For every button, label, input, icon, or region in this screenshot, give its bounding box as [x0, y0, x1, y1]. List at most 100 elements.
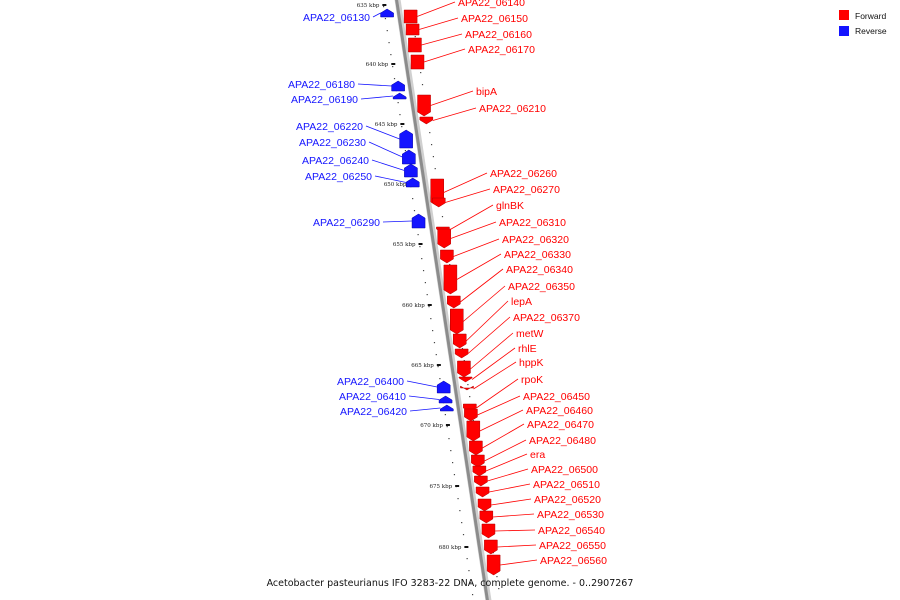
gene-label-APA22_06340[interactable]: APA22_06340	[506, 264, 573, 276]
gene-feature-APA22_06310[interactable]	[437, 228, 451, 249]
gene-label-APA22_06520[interactable]: APA22_06520	[534, 494, 601, 506]
gene-label-APA22_06470[interactable]: APA22_06470	[527, 419, 594, 431]
gene-label-APA22_06180[interactable]: APA22_06180	[288, 79, 355, 91]
leader-line	[450, 221, 497, 239]
scale-dot	[498, 588, 500, 590]
gene-label-APA22_06410[interactable]: APA22_06410	[339, 391, 406, 403]
gene-feature-APA22_06190[interactable]	[392, 92, 407, 100]
leader-line	[374, 175, 407, 183]
gene-feature-APA22_06400[interactable]	[436, 380, 451, 394]
gene-label-rpoK[interactable]: rpoK	[521, 374, 543, 386]
leader-line	[360, 95, 394, 100]
gene-feature-APA22_06520[interactable]	[477, 498, 492, 512]
gene-label-APA22_06500[interactable]: APA22_06500	[531, 464, 598, 476]
gene-feature-APA22_06140[interactable]	[403, 9, 418, 24]
gene-label-APA22_06130[interactable]: APA22_06130	[303, 12, 370, 24]
gene-feature-APA22_06230[interactable]	[402, 149, 416, 165]
gene-feature-APA22_06370[interactable]	[454, 348, 469, 359]
gene-label-APA22_06480[interactable]: APA22_06480	[529, 435, 596, 447]
gene-label-bipA[interactable]: bipA	[476, 86, 497, 98]
ticks-group: 635 kbp 640 kbp 645 kbp 650 kbp 655 kbp 660 k…	[357, 3, 469, 551]
gene-label-APA22_06140[interactable]: APA22_06140	[458, 0, 525, 9]
gene-feature-APA22_06410[interactable]	[438, 395, 453, 404]
gene-label-APA22_06250[interactable]: APA22_06250	[305, 171, 372, 183]
gene-feature-hppK[interactable]	[460, 385, 474, 391]
gene-label-APA22_06460[interactable]: APA22_06460	[526, 405, 593, 417]
gene-feature-APA22_06480[interactable]	[471, 454, 485, 468]
scale-dot	[432, 330, 434, 332]
scale-dot	[383, 6, 385, 8]
gene-feature-APA22_06420[interactable]	[440, 404, 454, 412]
gene-label-APA22_06530[interactable]: APA22_06530	[537, 509, 604, 521]
gene-feature-APA22_06240[interactable]	[404, 163, 418, 178]
gene-feature-APA22_06250[interactable]	[405, 177, 420, 188]
gene-label-APA22_06170[interactable]: APA22_06170	[468, 44, 535, 56]
gene-feature-APA22_06500[interactable]	[474, 475, 488, 487]
gene-label-APA22_06370[interactable]: APA22_06370	[513, 312, 580, 324]
gene-label-APA22_06160[interactable]: APA22_06160	[465, 29, 532, 41]
gene-feature-APA22_06130[interactable]	[380, 8, 394, 18]
gene-label-APA22_06560[interactable]: APA22_06560	[540, 555, 607, 567]
gene-feature-APA22_06540[interactable]	[481, 523, 496, 539]
gene-label-rhlE[interactable]: rhlE	[518, 343, 537, 355]
gene-label-APA22_06330[interactable]: APA22_06330	[504, 249, 571, 261]
gene-feature-APA22_06180[interactable]	[391, 80, 405, 92]
gene-label-APA22_06230[interactable]: APA22_06230	[299, 137, 366, 149]
gene-label-era[interactable]: era	[530, 449, 545, 461]
gene-label-APA22_06420[interactable]: APA22_06420	[340, 406, 407, 418]
gene-feature-metW[interactable]	[457, 360, 471, 378]
gene-label-APA22_06210[interactable]: APA22_06210	[479, 103, 546, 115]
gene-feature-APA22_06220[interactable]	[399, 129, 413, 149]
scale-dot	[430, 318, 432, 320]
gene-feature-APA22_06270[interactable]	[431, 197, 446, 208]
scale-dot	[446, 426, 448, 428]
gene-feature-APA22_06530[interactable]	[479, 510, 494, 524]
scale-dot	[469, 396, 471, 398]
gene-feature-era[interactable]	[472, 465, 487, 477]
gene-feature-rhlE[interactable]	[458, 376, 473, 383]
genome-caption: Acetobacter pasteurianus IFO 3283-22 DNA…	[266, 578, 634, 589]
gene-feature-APA22_06450[interactable]	[464, 408, 478, 422]
gene-feature-APA22_06170[interactable]	[410, 54, 425, 70]
leader-line	[408, 395, 440, 400]
gene-feature-lepA[interactable]	[452, 333, 467, 349]
gene-label-APA22_06320[interactable]: APA22_06320	[502, 234, 569, 246]
gene-label-APA22_06220[interactable]: APA22_06220	[296, 121, 363, 133]
gene-label-hppK[interactable]: hppK	[519, 357, 544, 369]
gene-label-APA22_06350[interactable]: APA22_06350	[508, 281, 575, 293]
gene-label-glnBK[interactable]: glnBK	[496, 200, 524, 212]
gene-label-APA22_06550[interactable]: APA22_06550	[539, 540, 606, 552]
gene-feature-APA22_06340[interactable]	[447, 295, 461, 309]
scale-dot	[419, 246, 421, 248]
gene-feature-APA22_06160[interactable]	[408, 37, 422, 53]
gene-feature-APA22_06330[interactable]	[443, 264, 458, 295]
gene-feature-APA22_06560[interactable]	[486, 554, 501, 576]
gene-label-APA22_06540[interactable]: APA22_06540	[538, 525, 605, 537]
legend: Forward Reverse	[839, 10, 887, 36]
gene-label-metW[interactable]: metW	[516, 328, 544, 340]
gene-label-APA22_06150[interactable]: APA22_06150	[461, 13, 528, 25]
gene-label-APA22_06270[interactable]: APA22_06270	[493, 184, 560, 196]
gene-feature-APA22_06470[interactable]	[469, 440, 483, 456]
gene-feature-bipA[interactable]	[417, 94, 431, 117]
gene-feature-APA22_06320[interactable]	[440, 249, 454, 264]
gene-feature-APA22_06460[interactable]	[466, 420, 481, 442]
leader-lines	[357, 1, 538, 566]
gene-feature-APA22_06510[interactable]	[475, 486, 490, 498]
gene-label-APA22_06260[interactable]: APA22_06260	[490, 168, 557, 180]
gene-label-APA22_06450[interactable]: APA22_06450	[523, 391, 590, 403]
gene-label-lepA[interactable]: lepA	[511, 296, 532, 308]
gene-feature-APA22_06150[interactable]	[405, 23, 420, 36]
gene-label-APA22_06190[interactable]: APA22_06190	[291, 94, 358, 106]
gene-label-APA22_06240[interactable]: APA22_06240	[302, 155, 369, 167]
gene-label-APA22_06400[interactable]: APA22_06400	[337, 376, 404, 388]
gene-feature-APA22_06350[interactable]	[450, 308, 464, 335]
scale-dot	[422, 270, 425, 272]
gene-label-APA22_06510[interactable]: APA22_06510	[533, 479, 600, 491]
gene-label-APA22_06290[interactable]: APA22_06290	[313, 217, 380, 229]
gene-feature-APA22_06210[interactable]	[419, 116, 434, 125]
gene-feature-APA22_06290[interactable]	[411, 213, 426, 229]
gene-label-APA22_06310[interactable]: APA22_06310	[499, 217, 566, 229]
gene-feature-APA22_06550[interactable]	[484, 539, 498, 555]
scale-dot	[457, 498, 459, 500]
